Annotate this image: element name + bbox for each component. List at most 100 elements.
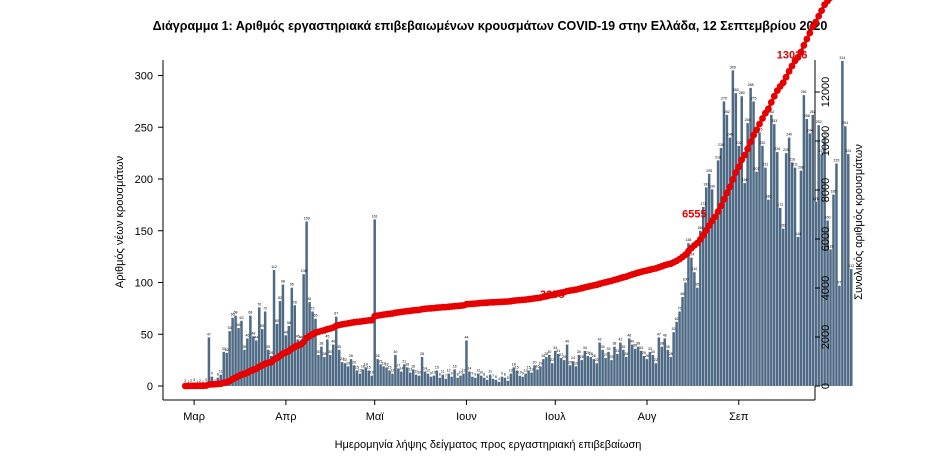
bar-value-label: 5 — [507, 376, 509, 380]
bar-value-label: 10 — [370, 371, 374, 375]
bar — [382, 366, 385, 386]
bar — [639, 350, 643, 386]
bar — [281, 284, 285, 386]
bar-value-label: 68 — [248, 311, 252, 315]
bar-value-label: 28 — [322, 352, 326, 356]
bar-value-label: 4 — [498, 377, 500, 381]
bar-value-label: 38 — [319, 342, 323, 346]
bar-value-label: 33 — [607, 347, 611, 351]
bar — [675, 321, 678, 386]
bar-value-label: 224 — [819, 149, 825, 153]
bar-value-label: 280 — [739, 91, 745, 95]
bar-value-label: 95 — [290, 283, 294, 287]
bar-value-label: 42 — [598, 338, 602, 342]
bar-value-label: 15 — [367, 365, 371, 369]
bar-value-label: 46 — [627, 333, 631, 337]
bar — [373, 219, 376, 386]
bar-value-label: 253 — [771, 119, 777, 123]
bar — [539, 366, 542, 386]
bar-value-label: 1 — [187, 380, 189, 384]
bar-value-label: 8 — [504, 373, 506, 377]
bar-value-label: 65 — [313, 314, 317, 318]
bar — [272, 270, 276, 386]
bar-value-label: 45 — [325, 334, 329, 338]
bar-value-label: 46 — [245, 333, 249, 337]
bar-value-label: 244 — [807, 128, 813, 132]
bar — [787, 137, 791, 386]
bar-value-label: 35 — [242, 345, 246, 349]
bar — [725, 114, 729, 386]
bar — [530, 372, 533, 386]
left-tick-label: 200 — [135, 174, 153, 186]
bar-value-label: 9 — [211, 372, 213, 376]
bar — [411, 369, 415, 386]
bar — [568, 365, 572, 386]
bar-value-label: 76 — [257, 302, 261, 306]
left-tick-label: 100 — [135, 278, 153, 290]
bar — [246, 338, 249, 386]
bar-value-label: 16 — [453, 364, 457, 368]
bar — [758, 132, 761, 386]
bar-value-label: 26 — [541, 354, 545, 358]
right-tick-label: 12000 — [820, 77, 832, 108]
bar — [438, 377, 442, 386]
bar — [376, 359, 379, 386]
bar-value-label: 30 — [393, 350, 397, 354]
bar — [524, 373, 527, 386]
bar — [533, 365, 536, 386]
bar-value-label: 305 — [730, 65, 736, 69]
bar-value-label: 32 — [225, 348, 229, 352]
left-tick-label: 0 — [147, 381, 153, 393]
bar — [749, 87, 752, 387]
bar-value-label: 30 — [651, 350, 655, 354]
bar-value-label: 230 — [718, 143, 724, 147]
bar-value-label: 30 — [577, 350, 581, 354]
bar-value-label: 47 — [207, 332, 211, 336]
cumulative-point — [720, 195, 728, 203]
bar-value-label: 283 — [733, 88, 739, 92]
bar — [485, 379, 489, 386]
bar — [790, 162, 794, 386]
bar — [358, 373, 362, 386]
bar-value-label: 30 — [328, 350, 332, 354]
bar-value-label: 196 — [742, 178, 748, 182]
bar — [654, 363, 658, 386]
bar-value-label: 10 — [479, 371, 483, 375]
cumulative-point — [714, 208, 722, 216]
bar — [332, 344, 335, 386]
cumulative-point — [812, 18, 820, 26]
bar — [687, 243, 690, 386]
bar — [305, 221, 308, 386]
bar-value-label: 12 — [426, 369, 430, 373]
cumulative-point — [815, 12, 823, 20]
bar-value-label: 9 — [451, 372, 453, 376]
cumulative-point — [824, 0, 831, 5]
bar-value-label: 35 — [337, 345, 341, 349]
bar — [352, 365, 356, 386]
bar-value-label: 30 — [316, 350, 320, 354]
cumulative-point — [753, 126, 760, 134]
bar-value-label: 12 — [461, 369, 465, 373]
bar-value-label: 28 — [624, 352, 628, 356]
bar — [435, 370, 439, 386]
bar — [403, 364, 406, 386]
bar-value-label: 10 — [417, 371, 421, 375]
bar — [441, 374, 445, 386]
bar-value-label: 95 — [695, 283, 699, 287]
bar-value-label: 185 — [830, 190, 836, 194]
bar-value-label: 173 — [700, 202, 706, 206]
bar-value-label: 68 — [234, 311, 238, 315]
bar — [334, 316, 338, 386]
bar-value-label: 11 — [414, 370, 418, 374]
bar — [628, 338, 631, 386]
bar-value-label: 7 — [492, 374, 494, 378]
bar — [595, 363, 598, 386]
bar — [456, 377, 459, 386]
bar — [349, 359, 353, 386]
bar — [258, 307, 261, 386]
bar — [361, 369, 365, 386]
bar — [633, 348, 637, 386]
bar-value-label: 25 — [562, 355, 566, 359]
bar — [222, 351, 225, 386]
bar — [835, 163, 838, 386]
